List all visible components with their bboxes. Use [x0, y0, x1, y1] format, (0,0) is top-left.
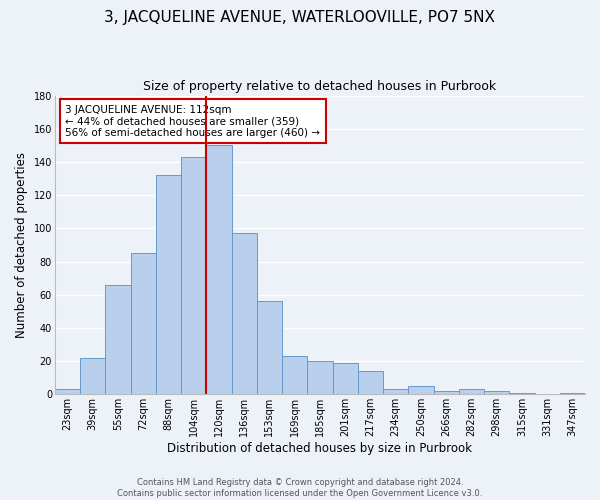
Bar	[434, 391, 459, 394]
Y-axis label: Number of detached properties: Number of detached properties	[15, 152, 28, 338]
Text: 3 JACQUELINE AVENUE: 112sqm
← 44% of detached houses are smaller (359)
56% of se: 3 JACQUELINE AVENUE: 112sqm ← 44% of det…	[65, 104, 320, 138]
Bar	[459, 390, 484, 394]
Bar	[358, 371, 383, 394]
Bar	[509, 392, 535, 394]
Bar	[232, 234, 257, 394]
Title: Size of property relative to detached houses in Purbrook: Size of property relative to detached ho…	[143, 80, 496, 93]
Text: 3, JACQUELINE AVENUE, WATERLOOVILLE, PO7 5NX: 3, JACQUELINE AVENUE, WATERLOOVILLE, PO7…	[104, 10, 496, 25]
Bar	[131, 253, 156, 394]
Bar	[257, 302, 282, 394]
Bar	[181, 157, 206, 394]
Bar	[206, 146, 232, 394]
Bar	[408, 386, 434, 394]
Bar	[156, 175, 181, 394]
Bar	[307, 361, 332, 394]
X-axis label: Distribution of detached houses by size in Purbrook: Distribution of detached houses by size …	[167, 442, 472, 455]
Bar	[282, 356, 307, 395]
Bar	[383, 390, 408, 394]
Bar	[80, 358, 106, 395]
Bar	[484, 391, 509, 394]
Bar	[560, 392, 585, 394]
Bar	[106, 285, 131, 395]
Bar	[332, 363, 358, 394]
Bar	[55, 390, 80, 394]
Text: Contains HM Land Registry data © Crown copyright and database right 2024.
Contai: Contains HM Land Registry data © Crown c…	[118, 478, 482, 498]
